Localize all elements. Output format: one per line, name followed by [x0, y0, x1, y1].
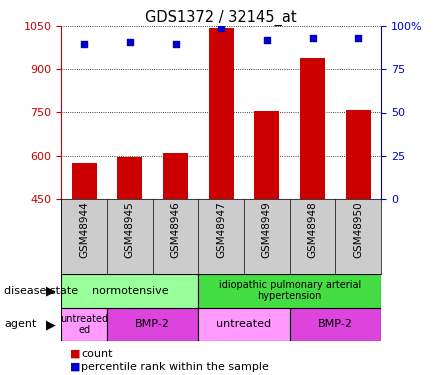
Title: GDS1372 / 32145_at: GDS1372 / 32145_at [145, 10, 297, 26]
Text: ■: ■ [70, 349, 81, 358]
Bar [61, 274, 198, 308]
Text: ■: ■ [70, 362, 81, 372]
Point [81, 40, 88, 46]
Text: untreated: untreated [216, 320, 272, 329]
Bar [290, 308, 381, 341]
Point [355, 35, 362, 41]
Text: disease state: disease state [4, 286, 78, 296]
Text: GSM48949: GSM48949 [262, 201, 272, 258]
Text: GSM48948: GSM48948 [307, 201, 318, 258]
Point [172, 40, 179, 46]
Point [126, 39, 133, 45]
Bar [117, 157, 142, 199]
Bar [198, 308, 290, 341]
Text: GSM48945: GSM48945 [125, 201, 135, 258]
Bar [300, 58, 325, 199]
Text: normotensive: normotensive [92, 286, 168, 296]
Point [263, 37, 270, 43]
Bar [198, 274, 381, 308]
Bar [61, 308, 107, 341]
Text: BMP-2: BMP-2 [135, 320, 170, 329]
Text: GSM48944: GSM48944 [79, 201, 89, 258]
Bar [208, 28, 234, 199]
Text: ▶: ▶ [46, 285, 55, 297]
Point [309, 35, 316, 41]
Text: ▶: ▶ [46, 318, 55, 331]
Text: GSM48950: GSM48950 [353, 201, 363, 258]
Text: untreated
ed: untreated ed [60, 314, 108, 335]
Bar [163, 153, 188, 199]
Text: idiopathic pulmonary arterial
hypertension: idiopathic pulmonary arterial hypertensi… [219, 280, 361, 302]
Point [218, 25, 225, 31]
Bar [346, 110, 371, 199]
Text: GSM48946: GSM48946 [170, 201, 180, 258]
Text: GSM48947: GSM48947 [216, 201, 226, 258]
Text: agent: agent [4, 320, 37, 329]
Text: percentile rank within the sample: percentile rank within the sample [81, 362, 269, 372]
Text: BMP-2: BMP-2 [318, 320, 353, 329]
Bar [107, 308, 198, 341]
Text: count: count [81, 349, 113, 358]
Bar [254, 111, 279, 199]
Bar [71, 163, 97, 199]
